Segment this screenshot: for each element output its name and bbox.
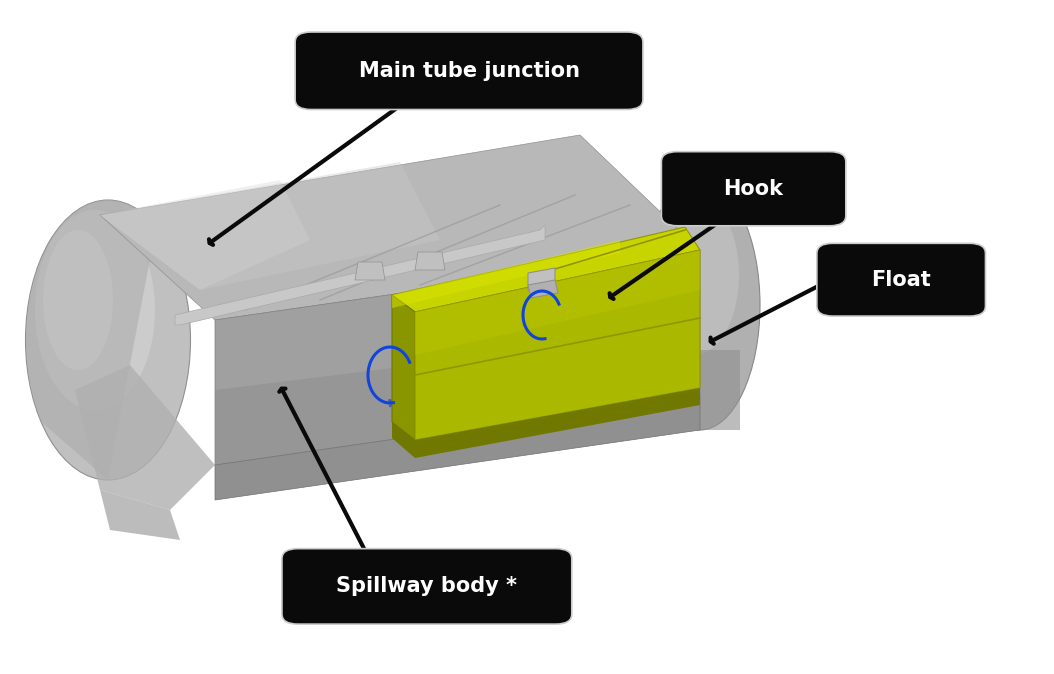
Polygon shape: [415, 252, 445, 270]
Polygon shape: [392, 295, 415, 440]
Ellipse shape: [640, 180, 760, 430]
FancyBboxPatch shape: [282, 549, 571, 624]
Polygon shape: [355, 262, 385, 280]
Polygon shape: [392, 227, 700, 312]
Polygon shape: [215, 395, 700, 500]
Ellipse shape: [35, 210, 155, 410]
Text: Hook: Hook: [724, 179, 783, 199]
Polygon shape: [215, 250, 700, 465]
Text: Main tube junction: Main tube junction: [358, 61, 580, 81]
FancyBboxPatch shape: [295, 32, 643, 109]
Polygon shape: [392, 240, 620, 308]
Polygon shape: [415, 250, 700, 355]
Polygon shape: [100, 490, 180, 540]
Polygon shape: [660, 350, 740, 430]
Polygon shape: [100, 162, 440, 290]
Polygon shape: [392, 388, 700, 458]
Polygon shape: [100, 180, 310, 290]
Ellipse shape: [43, 230, 113, 370]
Polygon shape: [175, 225, 545, 325]
Polygon shape: [415, 250, 700, 440]
Text: Spillway body *: Spillway body *: [336, 576, 518, 596]
Polygon shape: [215, 330, 700, 465]
Ellipse shape: [649, 195, 739, 355]
Ellipse shape: [25, 200, 191, 480]
FancyBboxPatch shape: [662, 152, 846, 226]
Polygon shape: [26, 200, 156, 480]
Text: Float: Float: [872, 270, 931, 290]
Polygon shape: [100, 135, 700, 320]
Polygon shape: [75, 365, 215, 510]
FancyBboxPatch shape: [817, 243, 985, 316]
Polygon shape: [528, 268, 555, 290]
Polygon shape: [528, 280, 558, 298]
